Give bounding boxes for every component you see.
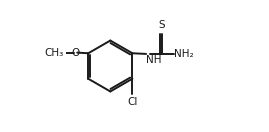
- Text: NH: NH: [147, 55, 162, 65]
- Text: O: O: [72, 48, 80, 58]
- Text: S: S: [158, 20, 165, 30]
- Text: Cl: Cl: [127, 97, 137, 107]
- Text: NH₂: NH₂: [174, 49, 194, 59]
- Text: CH₃: CH₃: [44, 48, 64, 58]
